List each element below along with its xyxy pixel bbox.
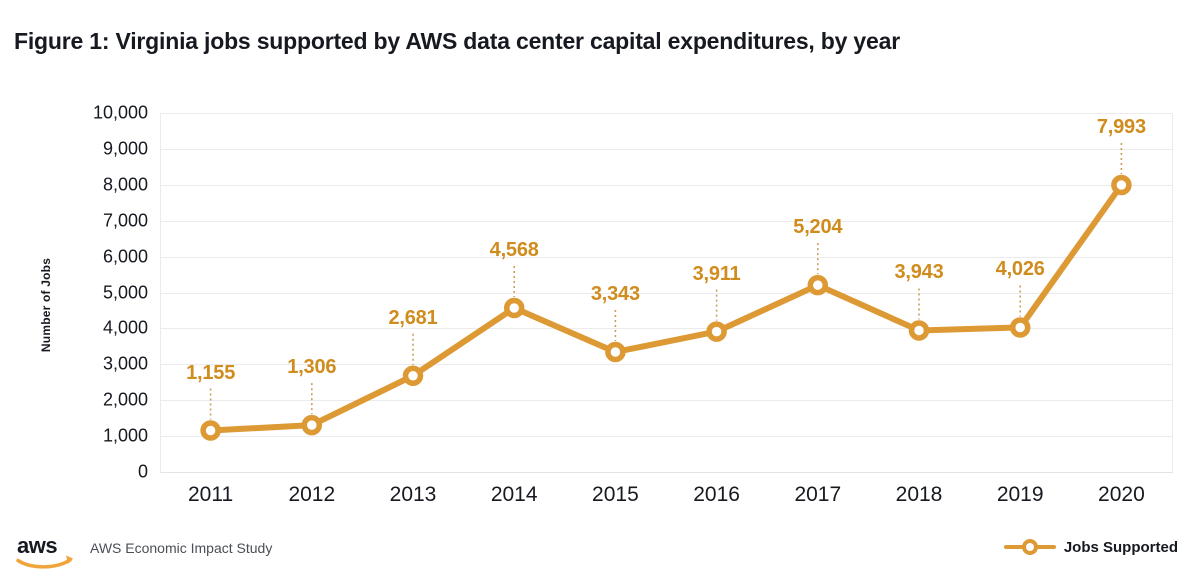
- legend-label: Jobs Supported: [1063, 538, 1178, 556]
- x-axis-tick-label: 2017: [794, 483, 842, 506]
- grid-line: [160, 472, 1172, 473]
- data-point-label: 3,911: [692, 262, 741, 285]
- y-axis-tick-label: 5,000: [102, 282, 148, 302]
- y-axis-tick-label: 3,000: [102, 353, 148, 374]
- data-point-label: 3,343: [590, 282, 640, 305]
- data-point-label: 7,993: [1096, 116, 1146, 139]
- y-axis-tick-label: 1,000: [102, 425, 148, 446]
- y-axis-tick-label: 8,000: [102, 174, 148, 195]
- y-axis-tick-label: 2,000: [102, 389, 148, 410]
- data-point-label: 4,026: [995, 258, 1045, 281]
- plot-area: [160, 113, 1172, 473]
- x-axis-tick-label: 2014: [490, 483, 538, 506]
- data-point-label: 1,155: [186, 361, 236, 384]
- data-point-label: 3,943: [894, 261, 944, 284]
- data-point-label: 4,568: [489, 239, 539, 261]
- y-axis-tick-label: 9,000: [102, 138, 148, 159]
- data-point-label: 2,681: [388, 306, 438, 329]
- data-point-label: 5,204: [793, 216, 843, 239]
- footer: aws AWS Economic Impact Study Jobs Suppo…: [0, 524, 1200, 585]
- footer-caption: AWS Economic Impact Study: [90, 540, 273, 556]
- plot-left-border: [160, 113, 161, 473]
- chart-legend: Jobs Supported: [1003, 538, 1178, 556]
- grid-line: [160, 113, 1172, 114]
- y-axis-tick-label: 7,000: [102, 210, 148, 231]
- grid-line: [160, 220, 1172, 222]
- grid-line: [160, 256, 1172, 258]
- x-axis-tick-label: 2011: [188, 483, 234, 506]
- data-point-label: 1,306: [287, 356, 337, 379]
- grid-line: [160, 436, 1172, 438]
- x-axis-tick-label: 2016: [693, 483, 740, 506]
- grid-line: [160, 400, 1172, 402]
- legend-marker-icon: [1003, 539, 1056, 555]
- grid-line: [160, 184, 1172, 186]
- y-axis-tick-label: 6,000: [102, 246, 148, 267]
- plot-right-border: [1172, 113, 1173, 473]
- y-axis-tick-label: 10,000: [92, 102, 148, 123]
- x-axis-tick-label: 2015: [592, 483, 639, 506]
- x-axis-tick-label: 2013: [389, 483, 437, 506]
- svg-text:aws: aws: [17, 533, 57, 558]
- x-axis-tick-label: 2018: [895, 483, 943, 506]
- grid-line: [160, 328, 1172, 330]
- page-title: Figure 1: Virginia jobs supported by AWS…: [14, 28, 900, 54]
- grid-line: [160, 148, 1172, 150]
- y-axis-tick-label: 0: [137, 461, 148, 482]
- x-axis-tick-label: 2019: [996, 483, 1044, 506]
- y-axis-tick-label: 4,000: [102, 317, 148, 338]
- x-axis-tick-label: 2012: [288, 483, 336, 506]
- x-axis-tick-label: 2020: [1098, 483, 1145, 506]
- aws-logo-icon: aws: [16, 533, 73, 569]
- grid-line: [160, 292, 1172, 294]
